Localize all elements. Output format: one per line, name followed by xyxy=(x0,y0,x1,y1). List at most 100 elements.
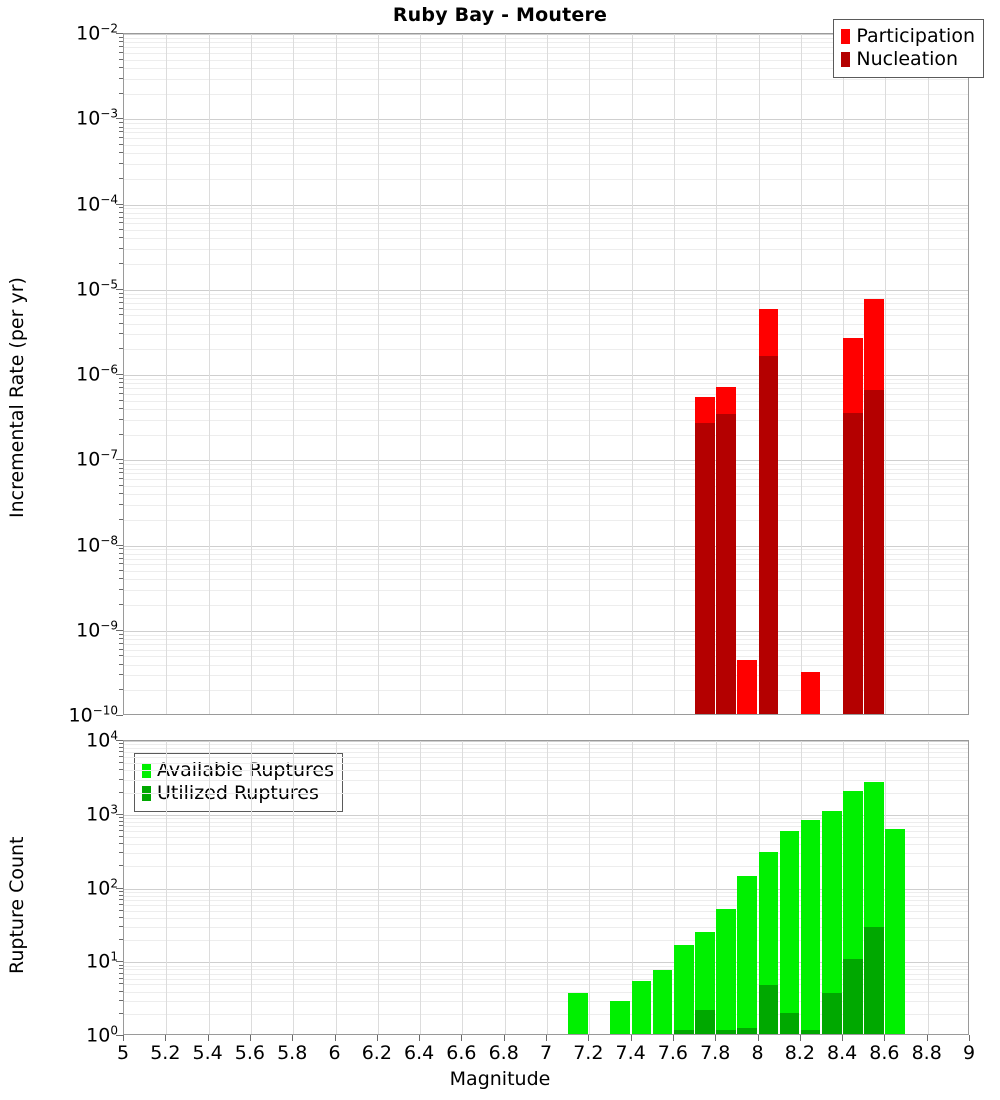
gridline-minor xyxy=(124,132,968,133)
y-tickmark xyxy=(116,888,123,889)
y-tickmark xyxy=(116,545,123,546)
gridline-minor xyxy=(124,905,968,906)
nucleation-segment xyxy=(716,414,736,714)
bar xyxy=(631,981,652,1034)
y-tickmark xyxy=(119,333,123,334)
gridline-minor xyxy=(124,53,968,54)
bar xyxy=(758,309,779,714)
gridline-minor xyxy=(124,644,968,645)
utilized-ruptures-segment xyxy=(695,1010,715,1034)
y-tick-label: 10−4 xyxy=(76,191,118,216)
y-tickmark xyxy=(116,1035,123,1036)
page-title: Ruby Bay - Moutere xyxy=(392,4,608,26)
y-tickmark xyxy=(119,756,123,757)
y-tickmark xyxy=(119,558,123,559)
gridline-minor xyxy=(124,822,968,823)
gridline-vertical xyxy=(801,34,802,714)
gridline-minor xyxy=(124,940,968,941)
x-tick-label: 6.2 xyxy=(361,1042,392,1064)
gridline-vertical xyxy=(378,741,379,1034)
x-tickmark xyxy=(800,1035,801,1041)
gridline-minor xyxy=(124,826,968,827)
x-tickmark xyxy=(123,1035,124,1041)
y-tickmark xyxy=(119,865,123,866)
gridline-minor xyxy=(124,571,968,572)
y-tickmark xyxy=(119,478,123,479)
bar xyxy=(843,337,863,714)
y-tickmark xyxy=(119,382,123,383)
gridline-major xyxy=(124,119,968,120)
y-tickmark xyxy=(119,991,123,992)
y-tickmark xyxy=(119,747,123,748)
y-tickmark xyxy=(119,127,123,128)
y-tick-label: 10−10 xyxy=(68,703,118,727)
bar xyxy=(673,945,694,1034)
gridline-minor xyxy=(124,469,968,470)
x-tick-label: 7.6 xyxy=(657,1042,688,1064)
gridline-minor xyxy=(124,675,968,676)
x-tickmark xyxy=(292,1035,293,1041)
y-tickmark xyxy=(119,41,123,42)
y-tickmark xyxy=(119,589,123,590)
nucleation-segment xyxy=(843,412,863,714)
y-tickmark xyxy=(119,899,123,900)
y-tickmark xyxy=(119,638,123,639)
y-tickmark xyxy=(119,965,123,966)
y-tickmark xyxy=(119,570,123,571)
y-tickmark xyxy=(119,830,123,831)
y-tickmark xyxy=(119,237,123,238)
gridline-minor xyxy=(124,911,968,912)
gridline-minor xyxy=(124,494,968,495)
gridline-minor xyxy=(124,579,968,580)
utilized-ruptures-segment xyxy=(779,1012,800,1034)
gridline-vertical xyxy=(166,741,167,1034)
bar xyxy=(758,852,779,1034)
gridline-vertical xyxy=(885,34,886,714)
gridline-minor xyxy=(124,218,968,219)
y-tickmark xyxy=(119,463,123,464)
gridline-major xyxy=(124,34,968,35)
gridline-minor xyxy=(124,60,968,61)
y-tickmark xyxy=(119,649,123,650)
y-tick-label: 10−3 xyxy=(76,106,118,130)
y-tickmark xyxy=(119,78,123,79)
gridline-minor xyxy=(124,639,968,640)
gridline-minor xyxy=(124,1014,968,1015)
gridline-minor xyxy=(124,238,968,239)
gridline-vertical xyxy=(505,34,506,714)
gridline-minor xyxy=(124,401,968,402)
y-tick-label: 104 xyxy=(86,728,118,752)
y-tick-label: 10−9 xyxy=(76,618,118,642)
gridline-minor xyxy=(124,554,968,555)
gridline-vertical xyxy=(674,741,675,1034)
x-tick-label: 8.2 xyxy=(784,1042,815,1064)
gridline-minor xyxy=(124,213,968,214)
y-tickmark xyxy=(119,122,123,123)
y-tickmark xyxy=(119,493,123,494)
gridline-major xyxy=(124,290,968,291)
gridline-minor xyxy=(124,435,968,436)
y-tickmark xyxy=(119,973,123,974)
y-tickmark xyxy=(119,393,123,394)
x-tickmark xyxy=(884,1035,885,1041)
x-tickmark xyxy=(504,1035,505,1041)
gridline-major xyxy=(124,815,968,816)
y-tickmark xyxy=(119,836,123,837)
gridline-minor xyxy=(124,409,968,410)
bar xyxy=(737,875,757,1034)
y-tick-label: 101 xyxy=(86,949,118,973)
y-tickmark xyxy=(119,978,123,979)
x-tickmark xyxy=(631,1035,632,1041)
gridline-vertical xyxy=(462,34,463,714)
gridline-vertical xyxy=(420,34,421,714)
x-tick-label: 8 xyxy=(751,1042,764,1064)
gridline-vertical xyxy=(336,34,337,714)
bar xyxy=(800,819,821,1034)
gridline-minor xyxy=(124,744,968,745)
utilized-ruptures-segment xyxy=(843,958,863,1034)
x-tick-label: 8.8 xyxy=(911,1042,942,1064)
gridline-minor xyxy=(124,38,968,39)
y-tickmark xyxy=(119,674,123,675)
y-tickmark xyxy=(119,939,123,940)
y-tickmark xyxy=(119,163,123,164)
